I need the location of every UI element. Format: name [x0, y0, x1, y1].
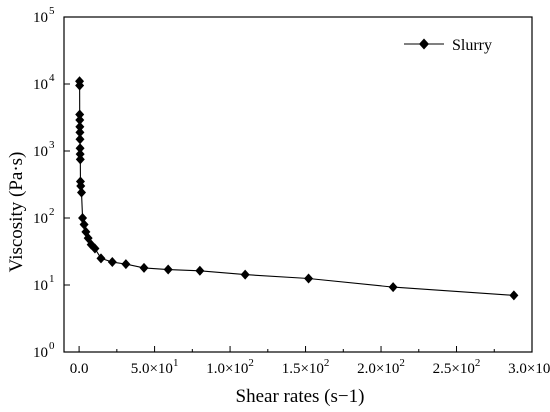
plot-frame [63, 16, 533, 353]
x-tick-label: 1.5×102 [282, 357, 330, 377]
data-point [75, 121, 85, 132]
y-tick-exponent: 1 [49, 273, 55, 285]
legend-diamond-icon [419, 38, 429, 50]
series-line-slurry [79, 81, 514, 296]
data-point [388, 282, 398, 293]
y-tick-exponent: 0 [49, 340, 55, 352]
x-tick-label: 2.5×102 [433, 357, 481, 377]
x-tick-label: 2.0×102 [357, 357, 405, 377]
x-tick-label: 3.0×102 [508, 357, 550, 377]
plot-border [63, 16, 533, 353]
x-tick-exponent: 2 [324, 357, 330, 369]
x-tick-exponent: 2 [248, 357, 254, 369]
y-tick-label: 102 [33, 206, 55, 227]
data-point [79, 219, 89, 230]
data-point [75, 154, 85, 165]
y-tick-label: 103 [33, 139, 55, 160]
y-tick-exponent: 4 [49, 72, 55, 84]
data-point [163, 264, 173, 275]
y-tick-exponent: 5 [49, 5, 55, 17]
y-tick-exponent: 2 [49, 206, 55, 218]
data-point [195, 265, 205, 276]
legend-label: Slurry [452, 37, 492, 54]
y-tick-label: 101 [33, 273, 55, 294]
x-tick-label: 0.0 [70, 361, 89, 377]
x-tick-exponent: 2 [399, 357, 405, 369]
x-tick-exponent: 1 [173, 357, 179, 369]
data-point [90, 243, 100, 254]
data-point [75, 115, 85, 126]
x-tick-label: 1.0×102 [206, 357, 254, 377]
y-tick-label: 104 [33, 72, 55, 93]
data-point [76, 181, 86, 192]
x-axis-title: Shear rates (s−1) [236, 386, 365, 407]
data-point [75, 134, 85, 145]
data-point [75, 109, 85, 120]
data-point [77, 187, 87, 198]
data-point [240, 269, 250, 280]
legend: Slurry [404, 37, 492, 54]
data-point [96, 253, 106, 264]
x-axis-ticks: 0.0 5.0×101 1.0×102 1.5×102 2.0×102 2.5×102 3.… [70, 346, 550, 377]
y-tick-label: 100 [33, 340, 55, 361]
series-layer [75, 76, 519, 301]
data-point [75, 127, 85, 138]
x-tick-exponent: 2 [475, 357, 481, 369]
x-tick-label: 5.0×101 [131, 357, 179, 377]
data-point [139, 262, 149, 273]
data-point [509, 290, 519, 301]
y-axis-title: Viscosity (Pa·s) [6, 152, 27, 273]
data-point [75, 149, 85, 160]
data-point [75, 143, 85, 154]
data-point [75, 80, 85, 91]
data-point [304, 273, 314, 284]
y-tick-exponent: 3 [49, 139, 55, 151]
data-point [121, 259, 131, 270]
data-point [107, 257, 117, 268]
y-tick-label: 105 [33, 5, 55, 26]
